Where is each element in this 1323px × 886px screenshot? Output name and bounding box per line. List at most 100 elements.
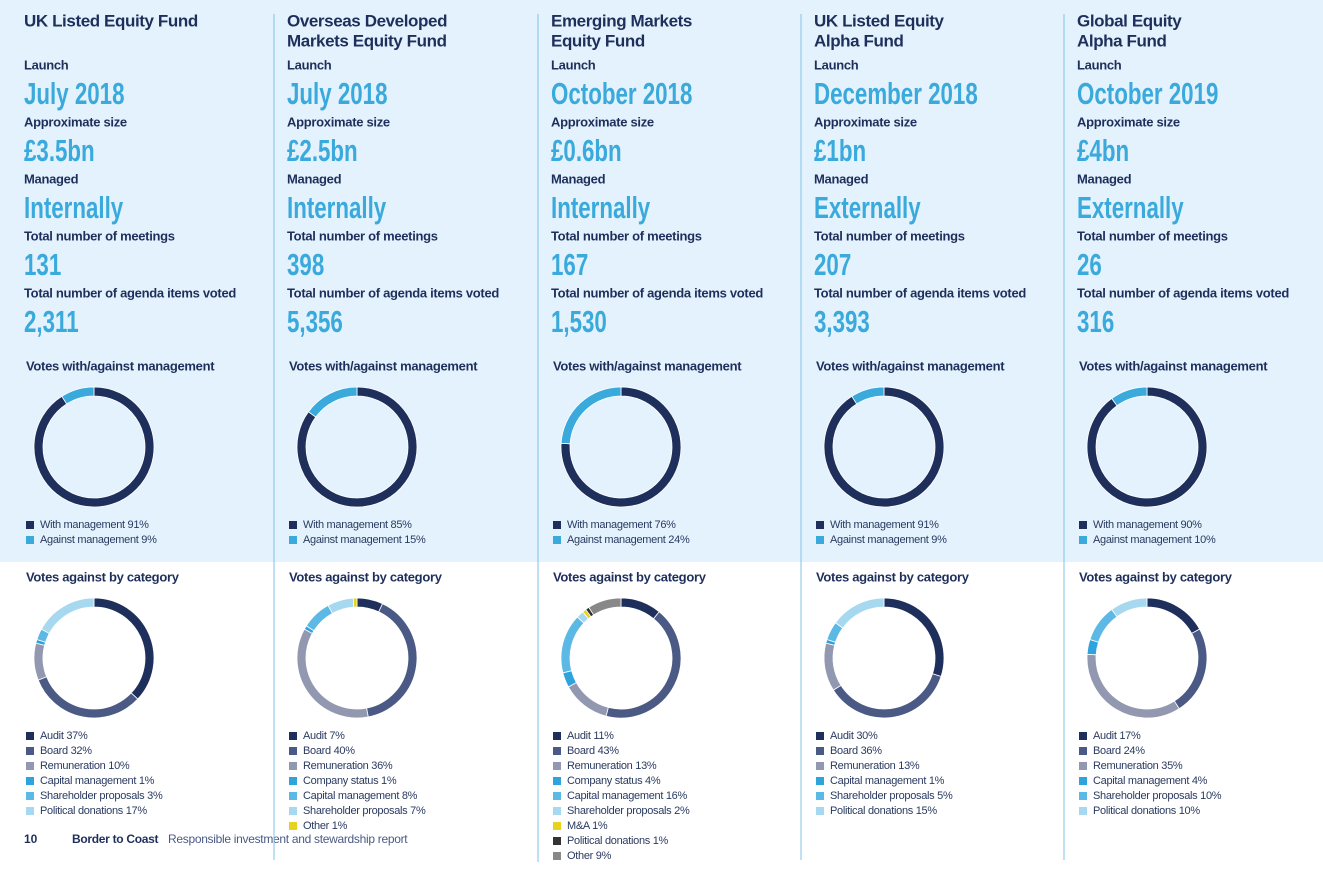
- legend-swatch: [289, 762, 297, 770]
- chart-title: Votes against by category: [816, 569, 970, 584]
- donut-segment: [356, 597, 384, 613]
- legend-label: Against management 9%: [830, 534, 947, 546]
- field-label: Managed: [287, 171, 342, 186]
- fund-name: Global Equity: [1077, 11, 1182, 30]
- fund-name: UK Listed Equity: [814, 11, 945, 30]
- donut-segment: [567, 682, 609, 717]
- field-value: 5,356: [287, 305, 343, 339]
- legend-swatch: [26, 747, 34, 755]
- legend-label: Capital management 1%: [40, 775, 155, 787]
- donut-segment: [1086, 653, 1180, 719]
- field-value: 1,530: [551, 305, 607, 339]
- legend-label: Board 40%: [303, 745, 355, 757]
- footer-title: Responsible investment and stewardship r…: [168, 832, 408, 846]
- fund-name: Markets Equity Fund: [287, 31, 447, 50]
- field-value: 131: [24, 248, 61, 282]
- field-label: Total number of agenda items voted: [287, 285, 499, 300]
- legend-label: Board 24%: [1093, 745, 1145, 757]
- field-label: Launch: [24, 57, 69, 72]
- donut-segment: [588, 597, 622, 616]
- field-label: Total number of agenda items voted: [551, 285, 763, 300]
- donut-segment: [307, 386, 358, 418]
- field-value: 2,311: [24, 305, 79, 339]
- field-value: 26: [1077, 248, 1102, 282]
- chart-title: Votes against by category: [553, 569, 707, 584]
- donut-segment: [851, 386, 885, 405]
- legend-swatch: [26, 777, 34, 785]
- field-value: 316: [1077, 305, 1114, 339]
- legend-swatch: [816, 807, 824, 815]
- legend-swatch: [1079, 747, 1087, 755]
- legend-swatch: [816, 732, 824, 740]
- legend-label: Other 1%: [303, 820, 348, 832]
- donut-segment: [33, 386, 155, 508]
- legend-swatch: [26, 762, 34, 770]
- chart-title: Votes with/against management: [553, 358, 742, 373]
- legend-swatch: [553, 521, 561, 529]
- legend-label: Board 43%: [567, 745, 619, 757]
- field-value: 207: [814, 248, 851, 282]
- legend-label: With management 91%: [830, 519, 939, 531]
- legend-label: Capital management 16%: [567, 790, 687, 802]
- donut-segment: [560, 386, 622, 445]
- fund-name: Emerging Markets: [551, 11, 692, 30]
- field-value: £2.5bn: [287, 134, 358, 168]
- field-label: Launch: [1077, 57, 1122, 72]
- field-value: Externally: [814, 191, 921, 225]
- legend-swatch: [553, 792, 561, 800]
- legend-swatch: [553, 837, 561, 845]
- field-value: December 2018: [814, 77, 978, 111]
- legend-swatch: [289, 822, 297, 830]
- legend-label: Remuneration 13%: [567, 760, 657, 772]
- donut-segment: [40, 597, 95, 634]
- legend-label: Shareholder proposals 7%: [303, 805, 426, 817]
- field-value: £4bn: [1077, 134, 1129, 168]
- legend-swatch: [1079, 521, 1087, 529]
- legend-label: Capital management 1%: [830, 775, 945, 787]
- fund-name: UK Listed Equity Fund: [24, 11, 198, 30]
- page-number: 10: [24, 832, 38, 846]
- field-value: July 2018: [24, 77, 124, 111]
- legend-swatch: [26, 732, 34, 740]
- legend-label: Other 9%: [567, 850, 612, 862]
- fund-name: Alpha Fund: [1077, 31, 1166, 50]
- donut-segment: [296, 628, 369, 719]
- legend-label: With management 85%: [303, 519, 412, 531]
- legend-swatch: [553, 852, 561, 860]
- field-label: Total number of meetings: [287, 228, 438, 243]
- legend-label: Political donations 17%: [40, 805, 147, 817]
- field-value: Internally: [551, 191, 650, 225]
- legend-label: Shareholder proposals 2%: [567, 805, 690, 817]
- field-label: Managed: [551, 171, 606, 186]
- legend-label: Against management 9%: [40, 534, 157, 546]
- donut-segment: [1111, 386, 1148, 407]
- field-label: Managed: [814, 171, 869, 186]
- legend-swatch: [26, 521, 34, 529]
- donut-segment: [366, 603, 418, 718]
- field-label: Launch: [287, 57, 332, 72]
- legend-label: Audit 30%: [830, 730, 878, 742]
- legend-label: Audit 11%: [567, 730, 614, 742]
- donut-segment: [834, 597, 885, 629]
- legend-label: Capital management 4%: [1093, 775, 1208, 787]
- legend-swatch: [553, 807, 561, 815]
- legend-swatch: [816, 777, 824, 785]
- donut-segment: [560, 616, 585, 674]
- legend-swatch: [553, 536, 561, 544]
- legend-swatch: [1079, 732, 1087, 740]
- donut-segment: [1146, 597, 1201, 634]
- donut-segment: [1089, 608, 1118, 643]
- donut-segment: [823, 386, 945, 508]
- legend-swatch: [816, 747, 824, 755]
- legend-label: Board 32%: [40, 745, 92, 757]
- field-label: Total number of meetings: [551, 228, 702, 243]
- donut-segment: [352, 597, 358, 608]
- legend-label: Political donations 15%: [830, 805, 937, 817]
- legend-label: M&A 1%: [567, 820, 608, 832]
- field-value: October 2018: [551, 77, 692, 111]
- donut-segment: [620, 597, 660, 620]
- legend-swatch: [816, 762, 824, 770]
- field-label: Approximate size: [24, 114, 127, 129]
